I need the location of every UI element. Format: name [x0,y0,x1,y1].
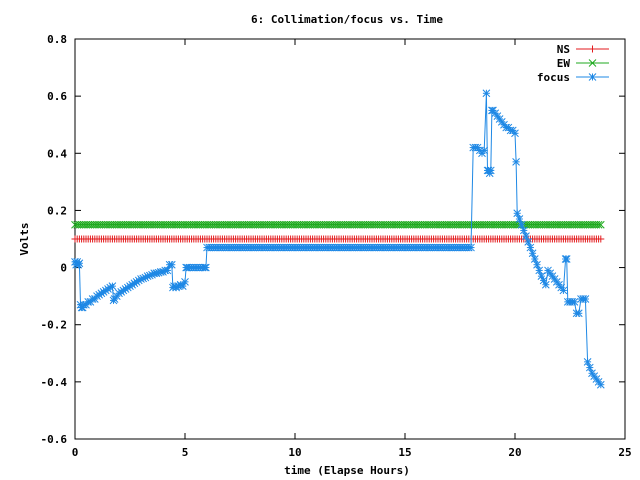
series-focus [71,89,605,389]
x-tick-label: 15 [398,446,411,459]
y-axis-label: Volts [18,222,31,255]
data-point [559,286,568,295]
x-tick-label: 25 [618,446,631,459]
legend-label-focus: focus [537,71,570,84]
data-point [519,226,528,235]
chart-title: 6: Collimation/focus vs. Time [251,13,443,26]
data-point [594,220,603,229]
x-axis-label: time (Elapse Hours) [284,464,410,477]
data-point [480,146,489,155]
legend-label-ew: EW [557,57,571,70]
data-point [581,295,590,303]
data-point [597,235,605,243]
data-point [486,166,495,175]
x-tick-label: 10 [288,446,301,459]
y-tick-label: 0.4 [47,147,67,160]
data-point [524,238,533,246]
data-point [482,89,491,98]
data-point [202,263,210,272]
data-point [512,158,520,166]
legend-label-ns: NS [557,43,570,56]
data-point [596,380,605,389]
data-point [108,282,117,290]
y-tick-label: 0.2 [47,204,67,217]
legend-marker-focus [588,73,597,81]
data-point [159,268,167,276]
x-tick-label: 5 [182,446,189,459]
legend-marker-ns [589,45,596,53]
y-tick-label: -0.2 [41,319,68,332]
data-point [181,278,189,286]
y-tick-label: -0.4 [41,376,68,389]
data-point [562,255,571,263]
data-point [467,243,475,252]
data-point [570,298,579,306]
series-layer [71,89,605,389]
legend-marker-ew [588,59,597,67]
series-ew [71,220,605,229]
data-point [596,220,605,229]
x-tick-label: 20 [508,446,521,459]
data-point [511,129,519,138]
data-point [541,280,550,289]
data-point [167,260,176,269]
y-tick-label: 0.8 [47,33,67,46]
x-tick-label: 0 [72,446,79,459]
y-tick-label: -0.6 [41,433,68,446]
data-point [75,259,84,268]
y-tick-label: 0 [60,262,67,275]
y-tick-label: 0.6 [47,90,67,103]
data-point [537,272,546,280]
data-point [574,309,583,318]
